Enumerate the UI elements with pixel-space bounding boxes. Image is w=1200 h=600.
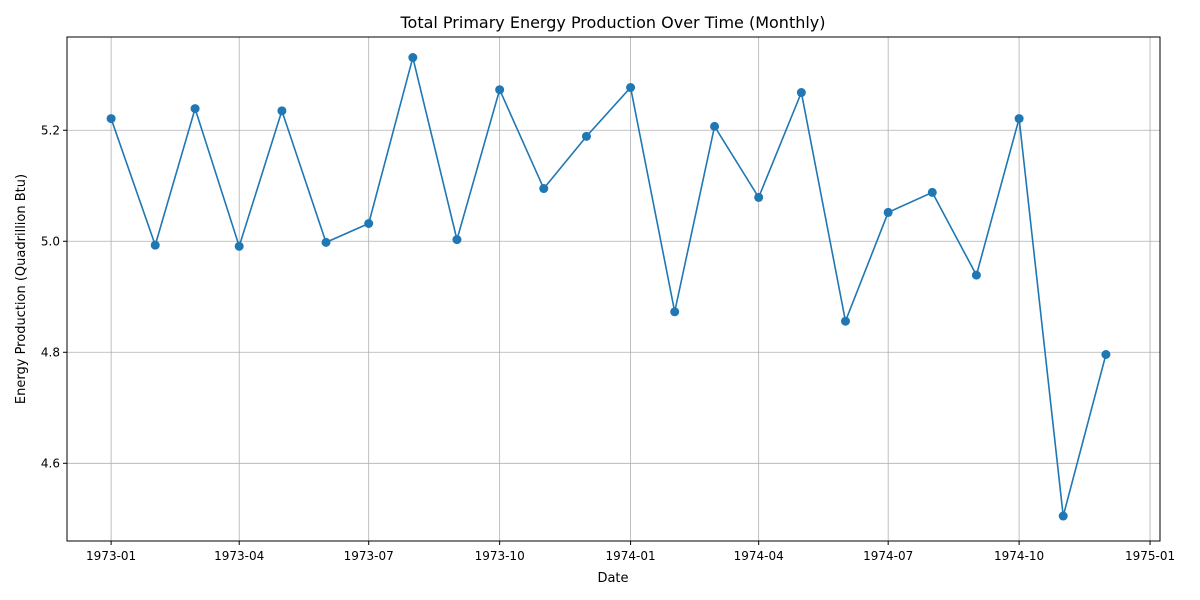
- x-tick-label: 1973-01: [86, 549, 136, 563]
- data-point: [150, 240, 160, 250]
- chart-title: Total Primary Energy Production Over Tim…: [399, 13, 825, 32]
- data-point: [1014, 114, 1024, 124]
- data-point: [277, 106, 287, 116]
- x-tick-label: 1973-10: [475, 549, 525, 563]
- x-tick-label: 1973-04: [214, 549, 264, 563]
- x-tick-label: 1975-01: [1125, 549, 1175, 563]
- data-point: [927, 187, 937, 197]
- plot-frame: [66, 36, 1161, 542]
- data-point: [1058, 511, 1068, 521]
- x-tick-label: 1974-10: [994, 549, 1044, 563]
- y-tick-label: 4.8: [41, 345, 60, 359]
- data-point: [796, 88, 806, 98]
- y-tick-label: 5.0: [41, 234, 60, 248]
- x-axis-label: Date: [597, 571, 628, 586]
- data-point: [495, 85, 505, 95]
- y-axis-ticks: 4.6 4.8 5.0 5.2: [41, 123, 67, 470]
- data-point: [754, 192, 764, 202]
- data-point: [234, 241, 244, 251]
- data-point: [840, 316, 850, 326]
- data-points: [106, 53, 1111, 521]
- x-tick-label: 1974-01: [606, 549, 656, 563]
- data-point: [710, 121, 720, 131]
- x-axis-ticks: 1973-01 1973-04 1973-07 1973-10 1974-01 1974-…: [86, 541, 1175, 563]
- series-line: [110, 57, 1107, 517]
- data-point: [626, 83, 636, 93]
- data-point: [971, 270, 981, 280]
- series-line-group: [110, 57, 1107, 517]
- y-tick-label: 5.2: [41, 123, 60, 137]
- x-tick-label: 1973-07: [344, 549, 394, 563]
- data-point: [581, 131, 591, 141]
- data-point: [364, 219, 374, 228]
- x-tick-label: 1974-07: [863, 549, 913, 563]
- y-axis-label: Energy Production (Quadrillion Btu): [14, 174, 29, 404]
- data-point: [452, 235, 462, 245]
- data-point: [670, 307, 680, 317]
- y-tick-label: 4.6: [41, 456, 60, 470]
- grid-lines: [67, 37, 1160, 541]
- data-point: [190, 104, 200, 114]
- x-tick-label: 1974-04: [734, 549, 784, 563]
- data-point: [106, 114, 116, 124]
- data-point: [321, 237, 331, 247]
- data-point: [408, 53, 418, 63]
- data-point: [539, 184, 549, 194]
- data-point: [1101, 350, 1111, 359]
- data-point: [883, 207, 893, 217]
